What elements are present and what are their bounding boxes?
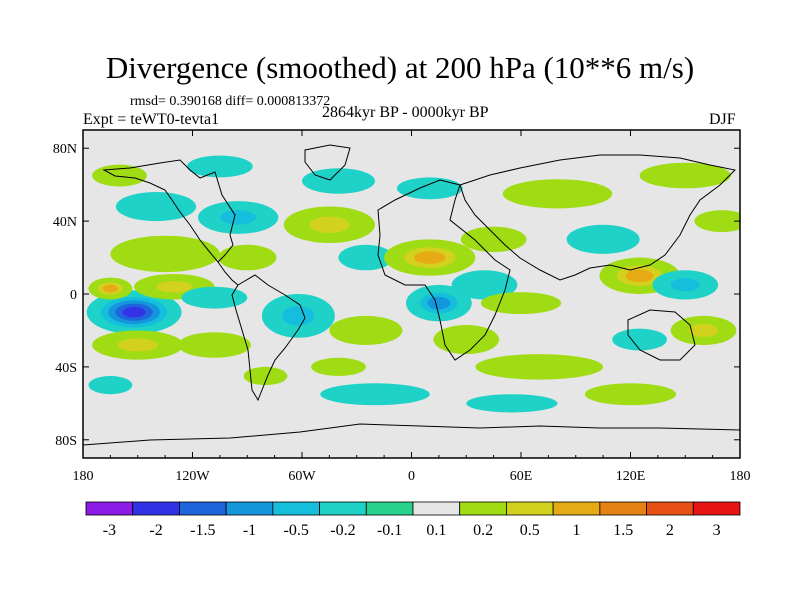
contour-region xyxy=(191,337,237,353)
x-tick-label: 120W xyxy=(175,469,210,484)
contour-region xyxy=(499,359,579,375)
contour-region xyxy=(670,278,700,292)
period-label: 2864kyr BP - 0000kyr BP xyxy=(322,104,489,121)
contour-region xyxy=(131,242,199,266)
contour-region xyxy=(584,383,677,406)
colorbar-swatch xyxy=(459,501,507,516)
colorbar-swatch xyxy=(225,501,274,516)
contour-region xyxy=(122,306,146,318)
colorbar-label: 1.5 xyxy=(613,522,633,539)
colorbar-label: -0.1 xyxy=(377,522,402,539)
stats-label: rmsd= 0.390168 diff= 0.000813372 xyxy=(130,94,331,109)
contour-region xyxy=(466,394,558,413)
colorbar-swatch xyxy=(272,501,320,516)
colorbar-label: -1.5 xyxy=(190,522,215,539)
contour-region xyxy=(580,230,626,249)
contour-region xyxy=(427,296,451,310)
colorbar-label: 0.1 xyxy=(426,522,446,539)
contour-region xyxy=(220,210,256,225)
coastline-central-america xyxy=(217,261,239,286)
x-tick-label: 60W xyxy=(288,469,316,484)
contour-region xyxy=(688,323,719,337)
colorbar-swatch xyxy=(85,501,134,516)
colorbar-swatch xyxy=(599,501,647,516)
x-tick-label: 180 xyxy=(730,469,751,484)
coastline-antarctica xyxy=(83,423,740,446)
season-label: DJF xyxy=(709,111,736,128)
colorbar-label: -0.2 xyxy=(330,522,355,539)
colorbar-swatch xyxy=(179,501,227,516)
x-tick-label: 60E xyxy=(510,469,533,484)
colorbar-swatch xyxy=(692,501,741,516)
coastline-layer xyxy=(83,144,740,446)
chart-title: Divergence (smoothed) at 200 hPa (10**6 … xyxy=(105,50,695,85)
colorbar-swatch xyxy=(319,501,367,516)
y-tick-label: 40N xyxy=(53,215,77,230)
y-tick-label: 0 xyxy=(70,288,77,303)
colorbar-label: -1 xyxy=(243,522,256,539)
y-axis: 80N 40N 0 40S 80S xyxy=(53,142,740,449)
contour-region xyxy=(88,376,133,395)
contour-region xyxy=(622,332,657,347)
experiment-label: Expt = teWT0-tevta1 xyxy=(83,111,220,128)
contour-fill-layer xyxy=(86,155,740,413)
colorbar-swatch xyxy=(552,501,601,516)
contour-region xyxy=(413,251,446,264)
colorbar-label: 1 xyxy=(573,522,581,539)
contour-region xyxy=(282,306,315,326)
contour-region xyxy=(243,366,288,386)
contour-region xyxy=(102,168,137,183)
colorbar-label: -0.5 xyxy=(284,522,309,539)
contour-region xyxy=(316,173,361,189)
contour-region xyxy=(320,383,430,406)
colorbar-label: -3 xyxy=(103,522,116,539)
colorbar-label: -2 xyxy=(149,522,162,539)
x-axis: 180 120W 60W 0 60E 120E 180 xyxy=(73,130,751,484)
contour-region xyxy=(396,177,463,200)
contour-region xyxy=(496,296,546,310)
contour-region xyxy=(464,275,505,294)
colorbar-swatch xyxy=(646,501,694,516)
colorbar-label: 2 xyxy=(666,522,674,539)
contour-region xyxy=(625,269,654,283)
coastline-asia xyxy=(459,154,737,281)
y-tick-label: 80N xyxy=(53,142,77,157)
colorbar-label: 3 xyxy=(713,522,721,539)
coastline-north-america xyxy=(102,159,236,263)
colorbar-swatch xyxy=(365,501,414,516)
contour-region xyxy=(131,197,181,216)
contour-region xyxy=(117,338,159,352)
contour-region xyxy=(657,167,714,184)
x-tick-label: 0 xyxy=(408,469,415,484)
coastline-europe-africa xyxy=(377,179,511,361)
colorbar-swatch xyxy=(132,501,180,516)
y-tick-label: 80S xyxy=(55,434,77,449)
contour-region xyxy=(102,284,118,293)
coastline-greenland xyxy=(304,144,351,181)
contour-region xyxy=(156,281,193,293)
contour-region xyxy=(199,159,241,174)
contour-region xyxy=(309,216,350,233)
y-tick-label: 40S xyxy=(55,361,77,376)
colorbar: -3 -2 -1.5 -1 -0.5 -0.2 -0.1 0.1 0.2 0.5 1 1.5 2 3 xyxy=(85,501,741,539)
colorbar-label: 0.5 xyxy=(520,522,540,539)
contour-region xyxy=(704,214,739,228)
contour-region xyxy=(523,184,592,203)
colorbar-swatch xyxy=(412,501,461,516)
coastline-south-america xyxy=(231,274,306,402)
colorbar-swatch xyxy=(506,501,554,516)
contour-region xyxy=(343,321,389,340)
contour-region xyxy=(194,290,235,305)
contour-region xyxy=(229,249,266,266)
x-tick-label: 120E xyxy=(616,469,646,484)
colorbar-label: 0.2 xyxy=(473,522,493,539)
x-tick-label: 180 xyxy=(73,469,94,484)
contour-region xyxy=(349,249,383,266)
coastline-australia xyxy=(627,309,696,361)
contour-region xyxy=(321,361,356,373)
